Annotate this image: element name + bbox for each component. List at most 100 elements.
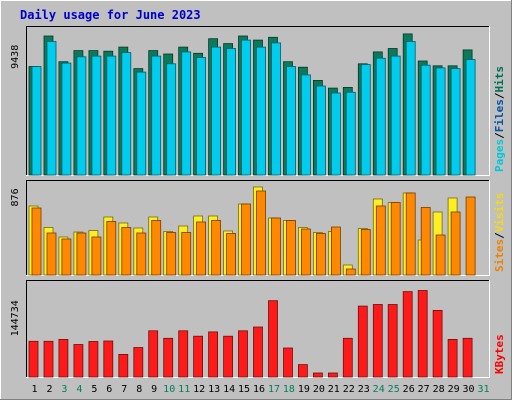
pages-bar-day-17 (271, 42, 281, 176)
kbytes-bar-day-23 (357, 305, 368, 378)
sites-bar-day-4 (76, 232, 87, 276)
sites-bar-day-29 (450, 211, 461, 276)
sites-bar-day-9 (151, 220, 162, 276)
pages-bar-day-15 (241, 39, 251, 176)
day-label-16: 16 (253, 384, 265, 395)
day-label-25: 25 (388, 384, 400, 395)
pages-bar-day-25 (390, 55, 401, 176)
sites-bar-day-30 (465, 196, 476, 276)
sites-bar-day-14 (226, 233, 237, 276)
sites-bar-day-24 (375, 205, 386, 276)
pages-bar-day-10 (166, 63, 177, 176)
pages-bar-day-26 (405, 41, 416, 176)
day-label-2: 2 (46, 384, 52, 395)
day-label-7: 7 (121, 384, 127, 395)
day-label-9: 9 (151, 384, 157, 395)
kbytes-bar-day-4 (73, 344, 84, 378)
kbytes-bar-day-7 (118, 353, 129, 378)
sites-bar-day-8 (136, 232, 147, 276)
chart-title: Daily usage for June 2023 (20, 8, 201, 22)
sites-bar-day-2 (46, 232, 57, 276)
day-label-14: 14 (223, 384, 235, 395)
pages-bar-day-8 (136, 71, 147, 176)
day-label-19: 19 (298, 384, 310, 395)
kbytes-bar-day-17 (268, 300, 278, 378)
kbytes-bar-day-21 (327, 372, 338, 378)
day-label-18: 18 (283, 384, 295, 395)
pages-bar-day-1 (31, 66, 42, 176)
kbytes-bar-day-27 (417, 290, 428, 378)
pages-bar-day-2 (46, 41, 57, 176)
pages-bar-day-7 (121, 52, 132, 176)
pages-bar-day-24 (375, 57, 386, 176)
sites-bar-day-17 (271, 217, 281, 276)
day-label-3: 3 (61, 384, 67, 395)
sites-bar-day-19 (300, 228, 311, 276)
sites-bar-day-18 (286, 220, 296, 276)
day-label-1: 1 (31, 384, 37, 395)
day-label-28: 28 (433, 384, 445, 395)
pages-bar-day-3 (61, 62, 72, 176)
sites-bar-day-5 (91, 236, 102, 276)
kbytes-bar-day-13 (208, 331, 219, 378)
chart-panel-3: 144734 KBytes (10, 280, 506, 378)
pages-bar-day-5 (91, 55, 102, 176)
sites-bar-day-16 (256, 190, 266, 276)
pages-bar-day-14 (226, 48, 237, 176)
pages-bar-day-23 (360, 64, 371, 176)
sites-bar-day-20 (315, 233, 326, 276)
sites-bar-day-22 (345, 268, 356, 276)
day-label-22: 22 (343, 384, 355, 395)
pages-bar-day-21 (330, 92, 341, 176)
kbytes-bar-day-24 (372, 304, 383, 378)
kbytes-bar-day-20 (312, 372, 323, 378)
kbytes-bar-day-15 (238, 330, 248, 378)
sites-bar-day-21 (330, 226, 341, 276)
kbytes-bar-day-30 (462, 337, 473, 378)
legend-separator: / (493, 92, 506, 99)
kbytes-bar-day-14 (223, 335, 234, 378)
pages-bar-day-19 (300, 74, 311, 176)
pages-bar-day-11 (181, 51, 192, 176)
y-max-label: 144734 (10, 300, 21, 336)
legend-files: Files (493, 99, 506, 132)
day-label-5: 5 (91, 384, 97, 395)
kbytes-bar-day-19 (297, 364, 308, 378)
legend-sites: Sites (493, 239, 506, 272)
day-label-13: 13 (208, 384, 220, 395)
pages-bar-day-22 (345, 91, 356, 176)
sites-bar-day-25 (390, 202, 401, 276)
sites-bar-day-6 (106, 221, 117, 276)
sites-bar-day-3 (61, 238, 72, 276)
day-label-8: 8 (136, 384, 142, 395)
pages-bar-day-12 (196, 57, 207, 176)
sites-bar-day-1 (31, 207, 42, 276)
sites-bar-day-12 (196, 221, 207, 276)
sites-bar-day-10 (166, 232, 177, 276)
sites-bar-day-26 (405, 192, 416, 276)
y-max-label: 876 (10, 188, 21, 206)
pages-bar-day-4 (76, 56, 87, 176)
pages-bar-day-27 (420, 64, 431, 176)
sites-bar-day-11 (181, 232, 192, 276)
pages-bar-day-18 (286, 66, 296, 176)
sites-bar-day-13 (211, 220, 222, 276)
kbytes-bar-day-5 (88, 341, 99, 378)
kbytes-bar-day-8 (133, 347, 144, 378)
sites-bar-day-7 (121, 227, 132, 276)
day-label-15: 15 (238, 384, 250, 395)
sites-bar-day-15 (241, 203, 251, 276)
kbytes-bar-day-6 (103, 340, 114, 378)
sites-bar-day-27 (420, 207, 431, 276)
kbytes-bar-day-11 (178, 330, 189, 378)
kbytes-bar-day-9 (148, 330, 159, 378)
day-label-10: 10 (163, 384, 175, 395)
pages-bar-day-29 (450, 68, 461, 176)
kbytes-bar-day-26 (402, 291, 413, 378)
pages-bar-day-16 (256, 46, 266, 176)
kbytes-bar-day-22 (342, 337, 353, 378)
day-label-30: 30 (462, 384, 474, 395)
pages-bar-day-28 (435, 67, 446, 176)
kbytes-bar-day-16 (253, 326, 263, 378)
